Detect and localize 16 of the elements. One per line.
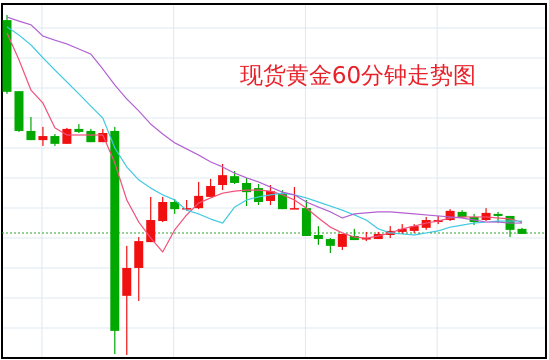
text: 现货黄金60分钟走势图 <box>240 63 476 89</box>
candlestick <box>62 127 72 144</box>
candlestick <box>218 163 228 191</box>
candlestick <box>230 170 240 185</box>
candlestick <box>314 226 323 246</box>
candlestick <box>290 186 299 210</box>
candlestick <box>38 126 48 146</box>
candlestick <box>326 237 335 254</box>
candlestick <box>158 196 168 223</box>
candlestick <box>26 116 36 141</box>
candlestick <box>146 196 156 243</box>
candlestick <box>170 198 180 214</box>
candlestick <box>50 133 60 146</box>
candlestick <box>494 211 503 224</box>
candlestick <box>338 233 347 251</box>
candlestick <box>206 178 216 198</box>
